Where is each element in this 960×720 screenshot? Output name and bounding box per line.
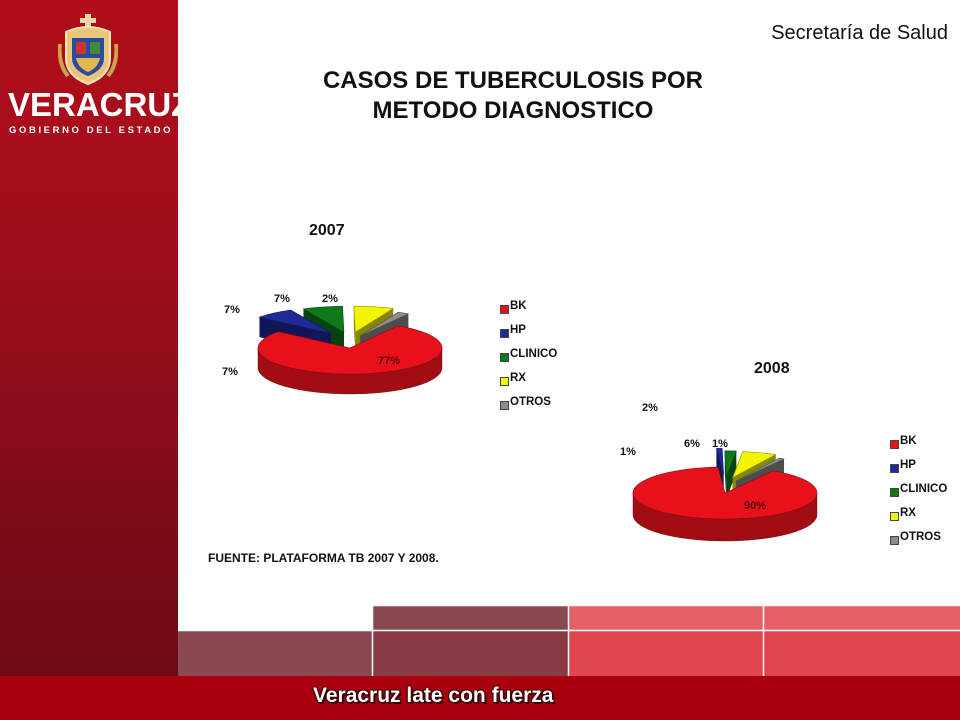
data-label-rx: 6% (684, 438, 700, 450)
legend-label: HP (900, 459, 916, 471)
legend-label: BK (900, 435, 917, 447)
data-label-hp: 7% (222, 366, 238, 378)
legend-swatch (500, 401, 509, 410)
legend-swatch (890, 464, 899, 473)
legend-swatch (890, 488, 899, 497)
legend-label: BK (510, 300, 527, 312)
legend-label: RX (510, 372, 526, 384)
data-label-otros: 2% (322, 293, 338, 305)
brand-name: VERACRUZ (8, 86, 192, 123)
legend-label: CLINICO (510, 348, 558, 360)
data-label-rx: 7% (274, 293, 290, 305)
page-title: CASOS DE TUBERCULOSIS POR METODO DIAGNOS… (263, 66, 763, 126)
pie-chart-2008: 90% 1% 2% 6% 1% (620, 402, 818, 542)
chart-2007-title: 2007 (309, 222, 345, 239)
coat-of-arms-icon (58, 14, 118, 86)
legend-swatch (500, 377, 509, 386)
sidebar-panel: VERACRUZ GOBIERNO DEL ESTADO (0, 0, 192, 720)
legend-swatch (500, 353, 509, 362)
title-line-1: CASOS DE TUBERCULOSIS POR (322, 67, 704, 94)
legend-swatch (500, 329, 509, 338)
data-label-hp: 1% (620, 446, 636, 458)
legend-label: OTROS (900, 531, 941, 543)
legend-swatch (890, 440, 899, 449)
footer-bar (0, 676, 960, 720)
legend-swatch (890, 536, 899, 545)
pie-chart-2007: 77% 7% 7% 7% 2% (222, 293, 443, 395)
footer-tagline: Veracruz late con fuerza (313, 684, 554, 707)
pie-slices-2007 (257, 305, 443, 395)
legend-label: CLINICO (900, 483, 948, 495)
brand-subtitle: GOBIERNO DEL ESTADO (9, 125, 174, 136)
source-note: FUENTE: PLATAFORMA TB 2007 Y 2008. (208, 551, 439, 565)
pie-slice-clinico (724, 450, 737, 499)
pie-slice-bk (257, 325, 443, 395)
legend-swatch (500, 305, 509, 314)
organization-name: Secretaría de Salud (771, 22, 948, 44)
pie-slice-bk (632, 466, 818, 542)
legend-label: RX (900, 507, 916, 519)
legend-label: OTROS (510, 396, 551, 408)
data-label-otros: 1% (712, 438, 728, 450)
data-label-bk: 77% (378, 355, 400, 367)
pie-slices-2008 (632, 448, 818, 542)
chart-2008-title: 2008 (754, 360, 790, 377)
legend-label: HP (510, 324, 526, 336)
legend-swatch (890, 512, 899, 521)
title-line-2: METODO DIAGNOSTICO (372, 97, 654, 124)
data-label-clinico: 7% (224, 304, 240, 316)
data-label-clinico: 2% (642, 402, 658, 414)
data-label-bk: 90% (744, 500, 766, 512)
